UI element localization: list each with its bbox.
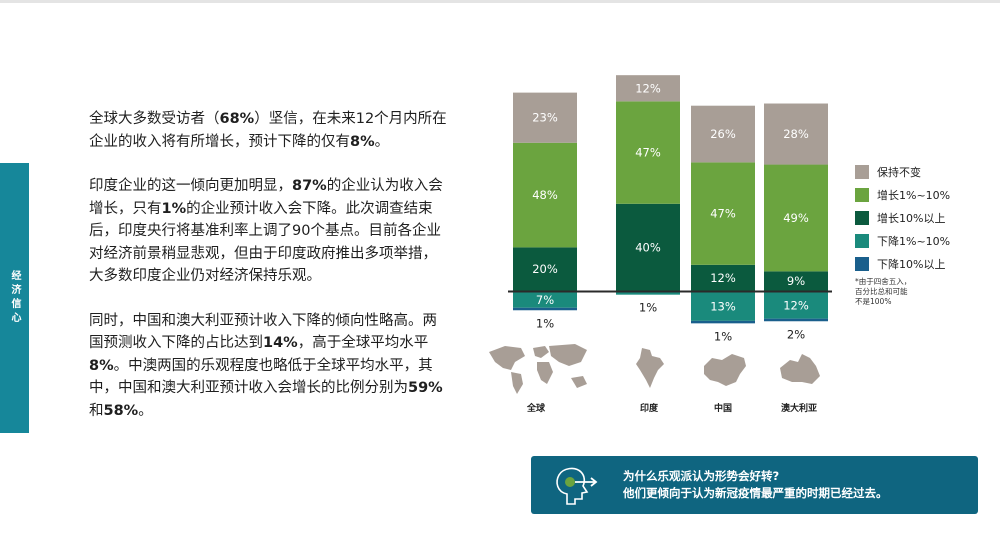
highlight-value: 8%: [350, 133, 375, 150]
legend-label: 下降10%以上: [877, 257, 946, 271]
section-tab[interactable]: 经济信心: [0, 163, 29, 433]
highlight-value: 14%: [263, 335, 298, 351]
bar-segment: [764, 318, 828, 322]
data-label: 20%: [532, 262, 558, 276]
data-label: 12%: [783, 299, 809, 313]
map-label-china: 中国: [714, 404, 733, 414]
data-label: 40%: [635, 240, 661, 254]
legend-item: 下降1%~10%: [855, 229, 950, 252]
text-run: 的企业认为收入会增长，只有: [89, 178, 443, 217]
banner-answer: 他们更倾向于认为新冠疫情最严重的时期已经过去。: [623, 486, 888, 500]
insight-banner: 为什么乐观派认为形势会好转? 他们更倾向于认为新冠疫情最严重的时期已经过去。: [531, 456, 978, 514]
text-run: 同时，中国和澳大利亚预计收入下降的倾向性略高。两国预测收入下降的占比达到: [89, 312, 437, 352]
paragraph-2: 印度企业的这一倾向更加明显，87%的企业认为收入会增长，只有1%的企业预计收入会…: [89, 175, 449, 288]
world-map-icon: [489, 344, 587, 394]
data-label: 26%: [710, 127, 736, 141]
text-run: 全球大多数受访者（: [89, 111, 220, 127]
highlight-value: 58%: [103, 402, 139, 419]
map-label-global: 全球: [527, 404, 546, 414]
map-label-india: 印度: [640, 404, 659, 414]
bar-segment: [616, 75, 680, 102]
legend-swatch: [855, 256, 869, 271]
legend-item: 增长10%以上: [855, 206, 950, 229]
bar-segment: [616, 292, 680, 295]
head-arrow-icon: [556, 467, 598, 505]
legend-item: 保持不变: [855, 160, 950, 183]
highlight-value: 59%: [408, 380, 443, 396]
data-label: 9%: [787, 274, 805, 288]
data-label-outside: 1%: [639, 301, 657, 315]
data-label: 12%: [710, 271, 736, 285]
bar-segment: [691, 264, 755, 291]
data-label: 28%: [783, 127, 809, 141]
bar-segment: [616, 101, 680, 204]
text-run: 。: [374, 133, 390, 150]
stacked-bar-chart: 20% 48% 23% 7% 1% 40% 47% 12% 1% 12% 47% 26% 13% 1% 9%…: [508, 75, 832, 343]
text-run: 和: [89, 402, 104, 419]
legend-swatch: [855, 210, 869, 225]
bar-segment: [691, 292, 755, 321]
data-label: 13%: [710, 300, 736, 314]
body-text: 全球大多数受访者（68%）坚信，在未来12个月内所在企业的收入将有所增长，预计下…: [89, 108, 449, 444]
bar-segment: [513, 92, 577, 143]
india-map-icon: [636, 348, 664, 388]
text-run: ）坚信，在未来12个月内所在企业的收入将有所增长，预计下降的仅有: [89, 111, 447, 150]
bar-segment: [616, 203, 680, 291]
chart-legend: 保持不变增长1%~10% 增长10%以上 下降1%~10% 下降10%以上: [855, 160, 950, 275]
legend-swatch: [855, 164, 869, 179]
text-run: 的企业预计收入会下降。此次调查结束后，印度央行将基准利率上调了90个基点。目前各…: [89, 200, 441, 285]
bar-segment: [691, 320, 755, 324]
paragraph-3: 同时，中国和澳大利亚预计收入下降的倾向性略高。两国预测收入下降的占比达到14%，…: [89, 310, 449, 423]
banner-text: 为什么乐观派认为形势会好转? 他们更倾向于认为新冠疫情最严重的时期已经过去。: [623, 468, 888, 502]
highlight-value: 8%: [89, 357, 114, 374]
legend-item: 增长1%~10%: [855, 183, 950, 206]
text-run: 。中澳两国的乐观程度也略低于全球平均水平，其中，中国和澳大利亚预计收入会增长的比…: [89, 357, 433, 397]
australia-map-icon: [780, 354, 820, 384]
text-run: 。: [138, 402, 153, 419]
highlight-value: 1%: [161, 200, 187, 217]
legend-label: 增长1%~10%: [877, 188, 951, 202]
banner-question: 为什么乐观派认为形势会好转?: [623, 469, 780, 483]
highlight-value: 87%: [292, 178, 327, 194]
bar-segment: [764, 164, 828, 272]
section-tab-label: 经济信心: [9, 270, 20, 326]
data-label: 47%: [710, 207, 736, 221]
data-label: 49%: [783, 211, 809, 225]
bar-segment: [513, 142, 577, 248]
legend-label: 下降1%~10%: [877, 234, 951, 248]
bar-segment: [513, 247, 577, 291]
bar-segment: [764, 271, 828, 291]
text-run: 印度企业的这一倾向更加明显，: [89, 178, 292, 194]
text-run: ，高于全球平均水平: [297, 335, 429, 351]
data-label: 12%: [635, 81, 661, 95]
data-label-outside: 2%: [787, 327, 805, 341]
map-label-australia: 澳大利亚: [781, 404, 818, 414]
data-label-outside: 1%: [536, 316, 554, 330]
bar-segment: [691, 105, 755, 163]
legend-swatch: [855, 187, 869, 202]
legend-label: 增长10%以上: [877, 211, 946, 225]
data-label: 47%: [635, 146, 661, 160]
data-label: 7%: [536, 293, 554, 307]
bar-segment: [764, 103, 828, 165]
footnote-line-3: 不是100%: [855, 297, 892, 306]
footnote: *由于四舍五入， 百分比总和可能 不是100%: [855, 277, 911, 307]
data-label: 23%: [532, 111, 558, 125]
footnote-line-1: *由于四舍五入，: [855, 277, 912, 286]
paragraph-1: 全球大多数受访者（68%）坚信，在未来12个月内所在企业的收入将有所增长，预计下…: [89, 108, 449, 153]
bar-segment: [513, 307, 577, 311]
data-label: 48%: [532, 188, 558, 202]
top-divider: [0, 0, 1000, 3]
data-label-outside: 1%: [714, 329, 732, 343]
china-map-icon: [704, 354, 746, 386]
bar-segment: [764, 292, 828, 319]
legend-label: 保持不变: [877, 165, 921, 179]
highlight-value: 68%: [219, 111, 255, 127]
legend-item: 下降10%以上: [855, 252, 950, 275]
legend-swatch: [855, 233, 869, 248]
bar-segment: [513, 292, 577, 308]
bar-segment: [691, 162, 755, 265]
footnote-line-2: 百分比总和可能: [855, 287, 908, 296]
